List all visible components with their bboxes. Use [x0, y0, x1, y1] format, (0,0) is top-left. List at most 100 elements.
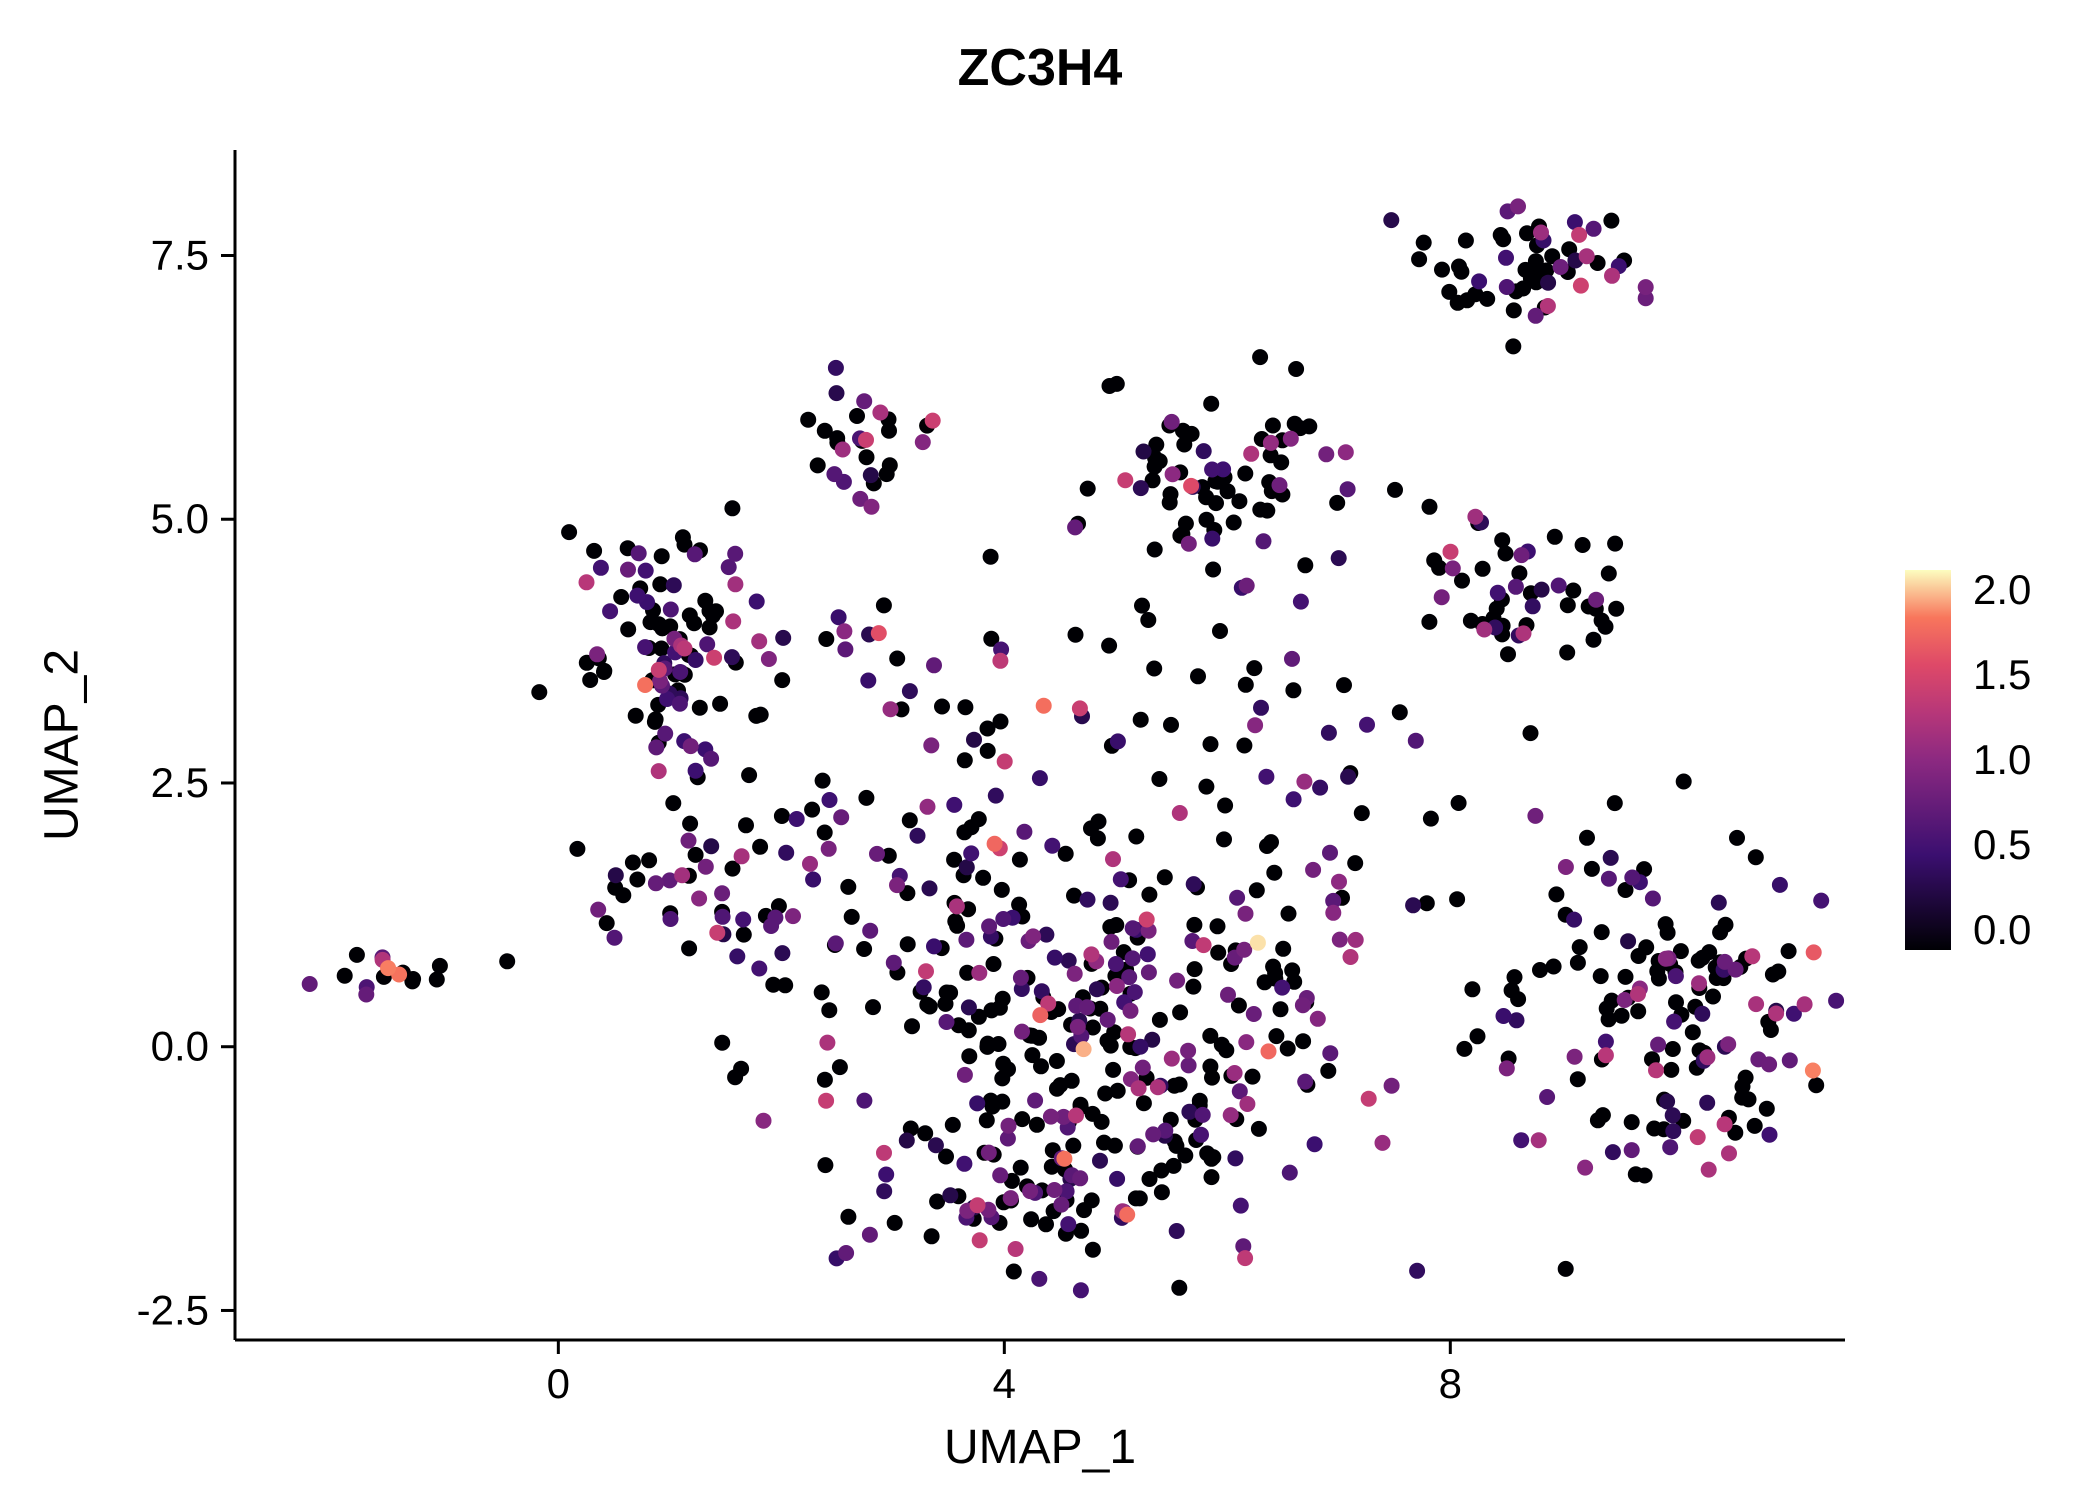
data-point [838, 1245, 855, 1261]
data-point [1239, 1096, 1256, 1112]
data-point [1217, 797, 1234, 814]
data-point [1046, 949, 1063, 966]
data-point [1249, 934, 1266, 951]
data-point [1552, 259, 1569, 275]
data-point [958, 859, 975, 876]
data-point [1273, 454, 1290, 471]
data-point [1497, 545, 1514, 562]
data-point [1274, 979, 1291, 996]
data-point [1620, 933, 1637, 950]
data-point [1546, 528, 1563, 545]
data-point [1033, 1058, 1049, 1075]
data-point [860, 672, 877, 689]
data-point [958, 931, 975, 948]
data-point [946, 851, 963, 868]
data-point [992, 652, 1009, 669]
data-point [979, 742, 996, 759]
data-point [741, 767, 758, 784]
data-point [1096, 1134, 1112, 1151]
data-point [1607, 535, 1624, 552]
data-point [1285, 791, 1302, 808]
data-point [1577, 1159, 1594, 1176]
data-point [662, 601, 679, 618]
data-point [1139, 946, 1156, 963]
data-point [1280, 905, 1297, 922]
data-point [785, 908, 801, 925]
data-point [950, 1017, 967, 1034]
x-tick-label: 0 [547, 1360, 570, 1407]
data-point [814, 772, 831, 789]
data-point [1044, 837, 1061, 854]
data-point [1049, 1080, 1065, 1097]
data-point [727, 545, 744, 562]
data-point [1177, 515, 1194, 532]
data-point [1185, 876, 1202, 893]
data-point [1694, 1005, 1711, 1022]
data-point [650, 661, 667, 678]
data-point [1796, 996, 1813, 1013]
data-point [589, 646, 606, 663]
data-point [637, 562, 654, 579]
data-point [590, 901, 607, 918]
data-point [889, 877, 905, 894]
data-point [760, 651, 777, 667]
data-point [1149, 1079, 1166, 1096]
data-point [714, 885, 731, 902]
data-point [1065, 1137, 1082, 1154]
data-point [1025, 928, 1042, 945]
data-point [1109, 1082, 1126, 1099]
data-point [948, 898, 965, 915]
data-point [1157, 1122, 1174, 1139]
data-point [1281, 1164, 1298, 1181]
data-point [1171, 1279, 1188, 1296]
data-point [774, 672, 791, 689]
axes-layer: 0 4 8 -2.5 0.0 2.5 5.0 7.5 [137, 150, 1845, 1407]
data-point [1063, 1072, 1080, 1089]
data-point [1164, 466, 1181, 483]
data-point [1183, 477, 1200, 494]
data-point [1409, 1262, 1426, 1279]
data-point [1662, 1139, 1679, 1156]
data-point [1320, 724, 1337, 741]
data-point [904, 1018, 920, 1035]
data-point [1185, 978, 1202, 995]
data-point [840, 878, 857, 895]
data-point [629, 587, 646, 604]
data-point [1067, 626, 1084, 643]
data-point [1507, 578, 1524, 595]
data-point [1146, 660, 1163, 677]
data-point [1469, 1028, 1486, 1045]
data-point [1318, 446, 1335, 463]
data-point [720, 559, 737, 576]
data-point [876, 1144, 892, 1161]
data-point [1804, 1062, 1821, 1079]
data-point [1230, 997, 1247, 1014]
data-point [703, 750, 720, 767]
data-point [1659, 1093, 1676, 1110]
data-point [1597, 618, 1614, 635]
data-point [901, 812, 918, 829]
data-point [809, 457, 826, 474]
data-point [1646, 1120, 1663, 1137]
data-point [1204, 461, 1221, 478]
data-point [1236, 941, 1253, 958]
data-point [1284, 962, 1301, 979]
data-point [1203, 1169, 1220, 1186]
data-point [1163, 1050, 1180, 1067]
data-point [1623, 1114, 1640, 1131]
data-point [653, 640, 670, 657]
data-point [1260, 1043, 1277, 1060]
data-point [1014, 1023, 1030, 1040]
data-point [993, 641, 1010, 658]
data-point [624, 854, 641, 871]
data-point [992, 713, 1009, 730]
data-point [681, 940, 698, 957]
data-point [1592, 968, 1609, 985]
data-point [1083, 820, 1099, 837]
data-point [708, 603, 724, 620]
data-point [1471, 273, 1488, 290]
data-point [843, 908, 860, 925]
data-point [1198, 778, 1215, 795]
data-point [682, 815, 699, 832]
data-point [1720, 1036, 1737, 1053]
